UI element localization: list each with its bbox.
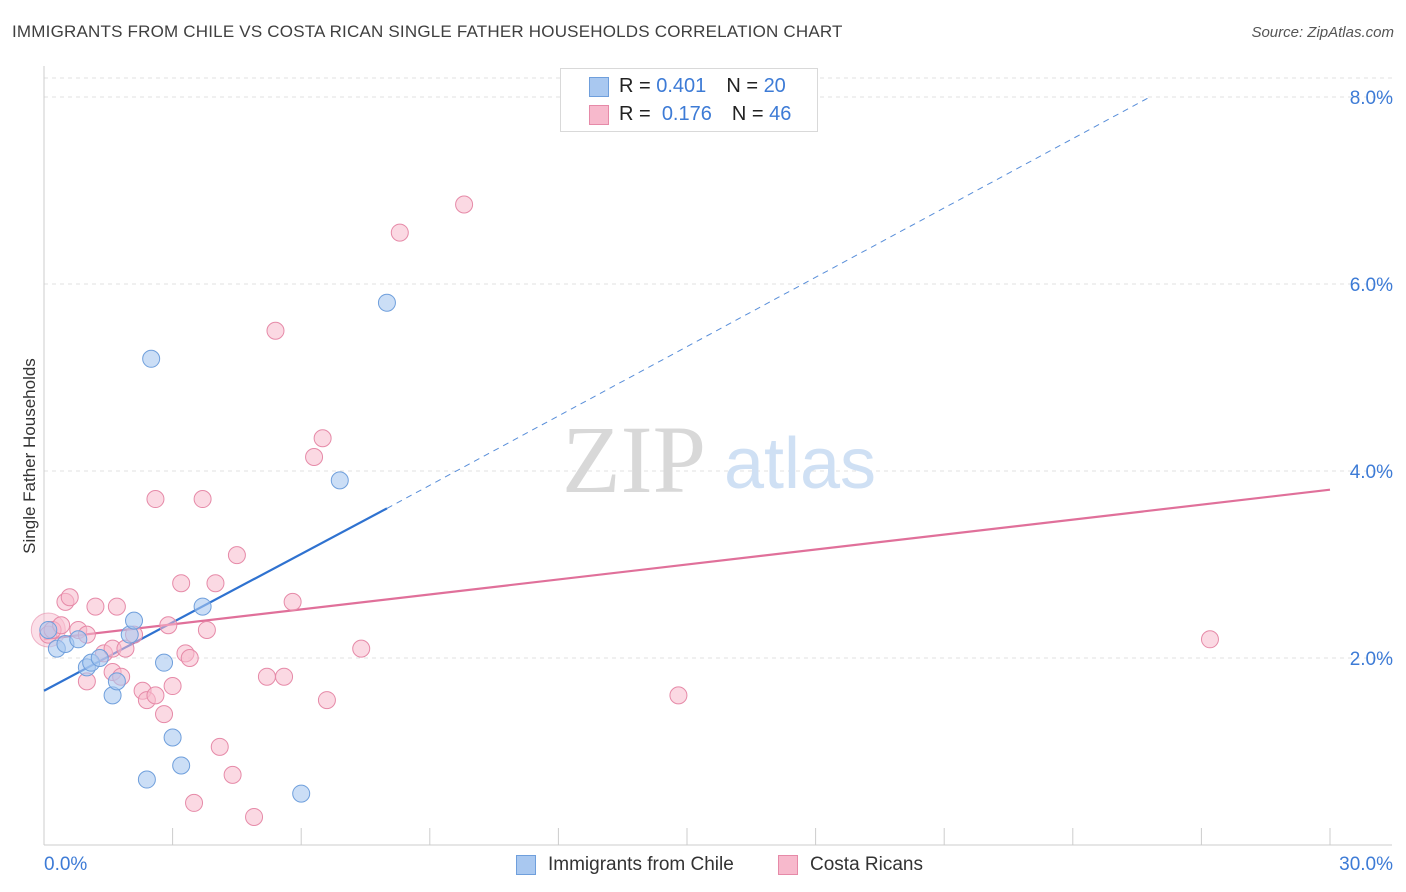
point-costa-rican [86,597,105,616]
trend-lines [43,96,1331,692]
source-label: Source: ZipAtlas.com [1251,24,1394,41]
chart-title: IMMIGRANTS FROM CHILE VS COSTA RICAN SIN… [12,22,843,41]
point-chile [377,293,396,312]
point-costa-rican [60,588,79,607]
n-label: N = [731,102,764,125]
point-costa-rican [317,691,336,710]
point-chile [125,611,144,630]
correlation-legend: R = 0.401 N = 20 R = 0.176 N = 46 [560,68,818,132]
y-tick-label: 6.0% [1350,275,1393,296]
watermark-atlas: atlas [724,424,876,504]
point-costa-rican [155,705,174,724]
legend-swatch-costa [778,855,798,875]
point-costa-rican [266,321,285,340]
point-chile [90,649,109,667]
watermark: ZIP atlas [562,406,876,513]
point-costa-rican [257,667,276,686]
legend-label-chile: Immigrants from Chile [548,854,734,875]
point-costa-rican [275,667,294,686]
point-chile [142,349,161,368]
tick-labels: 2.0% 4.0% 6.0% 8.0% 0.0% 30.0% [44,88,1393,875]
n-value: 46 [769,102,792,125]
r-value: 0.401 [656,74,707,97]
point-chile [172,756,191,775]
point-costa-rican [197,620,216,639]
grid-lines [44,77,1392,659]
point-chile [107,672,126,691]
point-costa-rican [313,429,332,448]
trend-line-costa [43,488,1331,641]
point-costa-rican [206,574,225,593]
legend-swatch-costa [589,105,609,125]
x-tick-label: 30.0% [1339,854,1393,875]
legend-swatch-chile [589,77,609,97]
legend-item-chile: Immigrants from Chile [516,852,734,878]
watermark-zip: ZIP [562,406,706,513]
point-chile [39,620,58,639]
y-tick-label: 8.0% [1350,88,1393,109]
axes [43,66,1392,846]
point-chile [193,597,212,616]
point-chile [330,471,349,490]
legend-row-chile: R = 0.401 N = 20 [619,74,786,98]
point-costa-rican [283,592,302,611]
point-costa-rican [210,737,229,756]
point-chile [155,653,174,672]
r-label: R = [619,74,651,97]
legend-item-costa: Costa Ricans [778,852,923,878]
point-costa-rican [390,223,409,242]
r-label: R = [619,102,651,125]
point-costa-rican [193,490,212,509]
trend-line-chile-extended [386,96,1151,509]
point-costa-rican [455,195,474,214]
legend-row-costa: R = 0.176 N = 46 [619,102,791,126]
point-costa-rican [146,490,165,509]
n-label: N = [726,74,758,97]
point-costa-rican [669,686,688,705]
point-costa-rican [352,639,371,658]
point-costa-rican [172,574,191,593]
point-costa-rican [159,616,178,635]
point-costa-rican [223,765,242,784]
r-value: 0.176 [661,102,712,125]
point-costa-rican [1200,630,1219,649]
point-chile [163,728,182,747]
legend-label-costa: Costa Ricans [810,854,923,875]
y-tick-label: 4.0% [1350,462,1393,483]
point-costa-rican [107,597,126,616]
x-tick-label: 0.0% [44,854,87,875]
n-value: 20 [763,74,786,97]
data-points [30,195,1219,826]
point-chile [137,770,156,789]
point-costa-rican [227,546,246,565]
point-chile [292,784,311,803]
point-costa-rican [163,677,182,696]
y-tick-label: 2.0% [1350,649,1393,670]
point-costa-rican [185,793,204,812]
point-costa-rican [180,649,199,667]
legend-swatch-chile [516,855,536,875]
point-costa-rican [305,447,324,466]
point-costa-rican [146,686,165,705]
point-costa-rican [245,807,264,826]
point-chile [69,630,88,649]
